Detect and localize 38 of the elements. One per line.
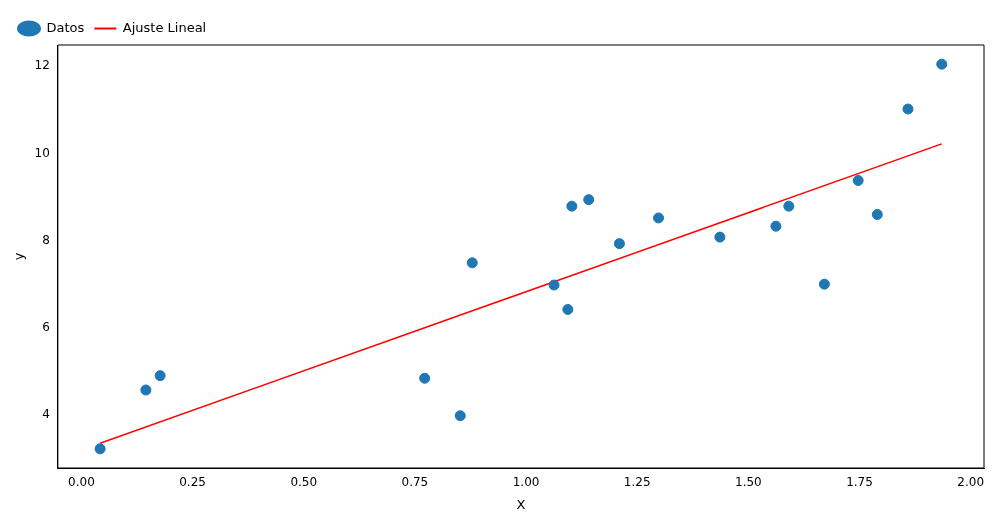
point [94, 443, 106, 455]
point [936, 58, 948, 70]
x-tick-label: 0.25 [179, 475, 206, 490]
point [714, 231, 726, 243]
x-tick-label: 0.75 [401, 475, 429, 490]
point [852, 174, 864, 186]
point [154, 370, 166, 382]
x-tick-label: 1.00 [512, 475, 540, 490]
point [818, 278, 830, 290]
y-tick-label: 12 [34, 58, 50, 73]
point [783, 200, 795, 212]
point [454, 410, 466, 422]
x-tick-label: 1.25 [623, 475, 651, 490]
legend-label: Datos [46, 19, 85, 35]
point [613, 238, 625, 250]
x-axis-title: X [516, 496, 526, 512]
y-tick-label: 10 [34, 145, 50, 160]
point [419, 372, 431, 384]
y-tick-label: 8 [42, 232, 50, 247]
point [653, 212, 665, 224]
x-tick-label: 1.50 [735, 475, 762, 490]
x-tick-label: 0.50 [290, 475, 318, 490]
x-tick-label: 2.00 [957, 475, 985, 490]
point [562, 303, 574, 315]
point [583, 194, 595, 206]
y-tick-label: 6 [42, 319, 50, 334]
point [902, 103, 914, 115]
point [140, 384, 152, 396]
point [871, 208, 883, 220]
y-tick-label: 4 [42, 406, 50, 421]
x-tick-label: 0.00 [68, 475, 95, 490]
point [770, 220, 782, 232]
y-axis-title: y [11, 252, 27, 261]
legend-label: Ajuste Lineal [122, 19, 207, 35]
x-tick-label: 1.75 [846, 475, 873, 490]
point [466, 257, 478, 269]
point [566, 200, 578, 212]
point [548, 279, 560, 291]
